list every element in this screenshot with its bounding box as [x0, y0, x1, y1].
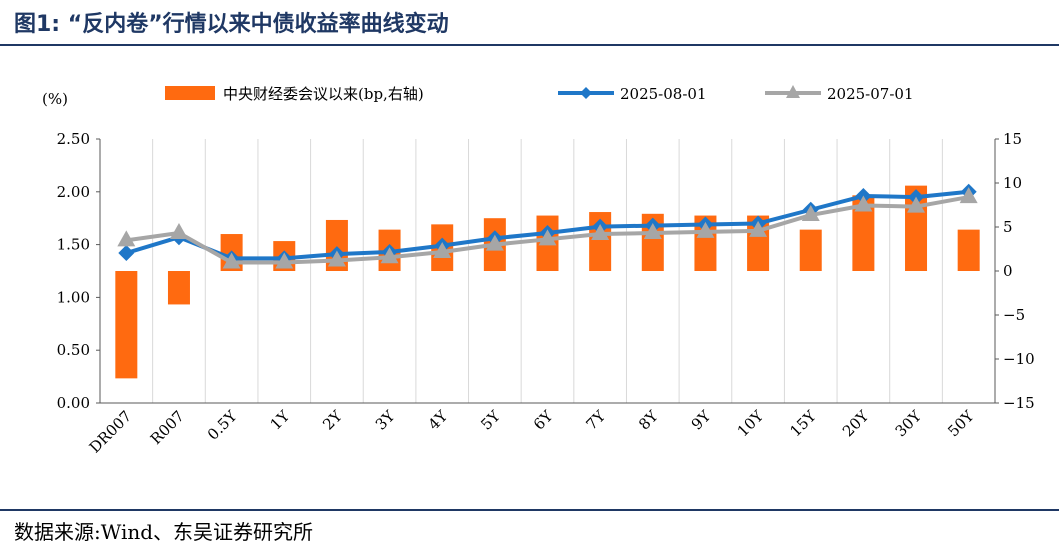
right-tick-label: −10 [1003, 350, 1035, 368]
bar-series [115, 185, 980, 379]
legend-bar-swatch [165, 86, 215, 100]
tick-labels: 2.50 2.00 1.50 1.00 0.50 0.00 15 10 5 0 −5 −10 −15 (%… [42, 90, 1035, 457]
bar [115, 271, 138, 379]
diamond-marker [118, 245, 135, 262]
legend-line-label: 2025-08-01 [620, 85, 706, 103]
bar [957, 229, 980, 271]
chart-axes [96, 138, 999, 404]
figure-title: 图1: “反内卷”行情以来中债收益率曲线变动 [14, 12, 449, 37]
triangle-marker [169, 222, 188, 239]
left-tick-label: 2.00 [57, 183, 90, 201]
x-tick-label: 7Y [582, 406, 609, 433]
x-tick-label: 1Y [267, 406, 294, 433]
bar [799, 229, 822, 271]
x-tick-label: 4Y [425, 406, 452, 433]
bar [167, 271, 190, 305]
legend-triangle-marker [786, 85, 800, 98]
vertical-gridlines [99, 139, 996, 403]
right-tick-label: −15 [1003, 394, 1035, 412]
left-tick-label: 0.00 [57, 394, 90, 412]
right-tick-label: 5 [1003, 218, 1013, 236]
legend-bar-label: 中央财经委会议以来(bp,右轴) [223, 85, 424, 103]
triangle-marker [485, 234, 504, 251]
bar [694, 215, 717, 271]
bar [641, 213, 664, 271]
left-tick-label: 0.50 [57, 341, 90, 359]
triangle-marker [538, 229, 557, 246]
triangle-marker [380, 247, 399, 264]
triangle-marker [959, 187, 978, 204]
x-tick-label: 2Y [319, 406, 346, 433]
right-tick-label: 0 [1003, 262, 1013, 280]
triangle-marker [433, 241, 452, 258]
triangle-marker [222, 252, 241, 269]
left-axis-unit: (%) [42, 90, 68, 108]
triangle-marker [749, 220, 768, 237]
x-tick-label: DR007 [86, 407, 135, 456]
x-tick-label: 6Y [530, 406, 557, 433]
triangle-marker [117, 230, 136, 247]
x-tick-label: 10Y [734, 406, 768, 440]
x-tick-label: 9Y [688, 406, 715, 433]
right-tick-label: −5 [1003, 306, 1025, 324]
right-tick-label: 10 [1003, 174, 1022, 192]
x-tick-label: R007 [147, 407, 188, 448]
triangle-marker [643, 222, 662, 239]
x-tick-label: 8Y [635, 406, 662, 433]
triangle-marker [907, 196, 926, 213]
x-tick-label: 5Y [477, 406, 504, 433]
triangle-marker [327, 250, 346, 267]
x-tick-label: 50Y [944, 406, 978, 440]
triangle-marker [696, 221, 715, 238]
triangle-marker [854, 195, 873, 212]
left-tick-label: 1.50 [57, 236, 90, 254]
source-note: 数据来源:Wind、东吴证券研究所 [14, 520, 314, 544]
bar [852, 195, 875, 271]
x-tick-label: 20Y [839, 406, 873, 440]
x-tick-label: 3Y [372, 406, 399, 433]
right-tick-label: 15 [1003, 130, 1022, 148]
left-tick-label: 2.50 [57, 130, 90, 148]
line-series [117, 183, 978, 269]
chart-legend: 中央财经委会议以来(bp,右轴) 2025-08-01 2025-07-01 [165, 85, 913, 103]
source-rule [0, 509, 1059, 511]
x-tick-label: 30Y [892, 406, 926, 440]
legend-diamond-marker [580, 87, 592, 99]
x-tick-label: 15Y [786, 406, 820, 440]
triangle-marker [801, 205, 820, 222]
x-tick-label: 0.5Y [204, 406, 241, 443]
left-tick-label: 1.00 [57, 288, 90, 306]
triangle-marker [275, 252, 294, 269]
title-rule [0, 44, 1059, 46]
triangle-marker [591, 224, 610, 241]
legend-line-label: 2025-07-01 [827, 85, 913, 103]
